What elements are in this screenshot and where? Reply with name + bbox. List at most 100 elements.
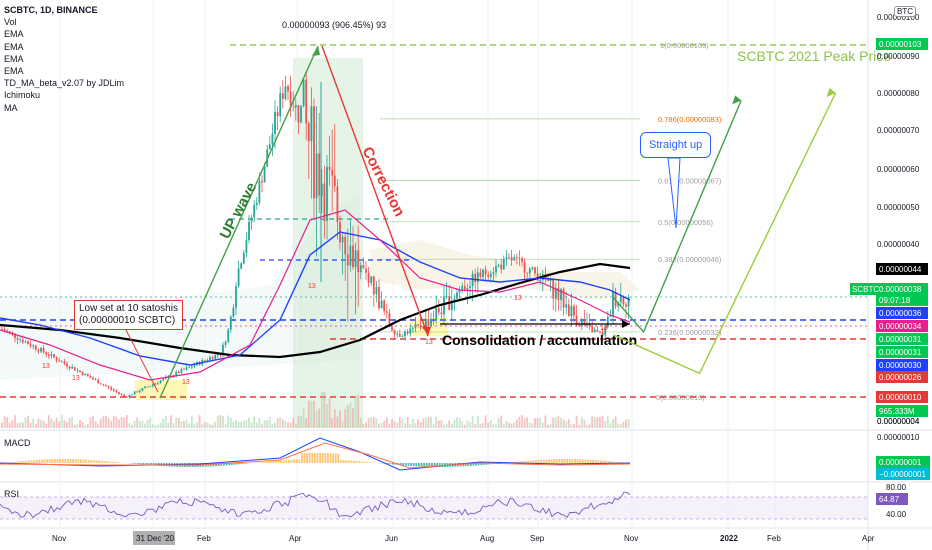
correction-label: Correction [358,144,408,219]
volume-bar [45,423,48,428]
macd-histogram-bar [537,459,540,463]
projection-arrowhead-dark [732,95,742,105]
legend-td-ma[interactable]: TD_MA_beta_v2.07 by JDLim [4,78,125,89]
macd-histogram-bar [225,463,228,466]
macd-histogram-bar [584,459,587,463]
macd-histogram-bar [566,459,568,463]
volume-bar [531,423,534,428]
volume-bar [198,415,201,428]
candle-body [404,331,406,337]
volume-bar [385,417,388,428]
candle-body [456,292,458,299]
volume-bar [240,421,243,428]
legend-ema-3[interactable]: EMA [4,53,24,64]
legend-ema-1[interactable]: EMA [4,29,24,40]
legend-ema-2[interactable]: EMA [4,41,24,52]
macd-histogram-bar [394,463,397,465]
price-badge [876,371,928,383]
volume-bar [245,419,248,428]
volume-bar [601,415,604,428]
candle-body [232,307,235,317]
volume-bar [560,417,562,428]
macd-histogram-bar [436,463,438,467]
volume-bar [401,419,404,428]
volume-bar [209,424,211,428]
macd-histogram-bar [215,463,217,467]
time-tick-label: Apr [289,534,302,543]
rsi-tick-label: 80.00 [886,483,907,492]
candle-body [261,180,263,183]
currency-badge[interactable]: BTC [894,6,916,17]
rsi-label[interactable]: RSI [4,489,20,499]
macd-histogram-bar [116,462,119,463]
candle-body [203,359,206,361]
candle-body [510,257,513,261]
macd-histogram-bar [347,460,350,463]
macd-histogram-bar [386,463,389,464]
candle-body [336,186,339,223]
legend-ichimoku[interactable]: Ichimoku [4,90,41,101]
volume-bar [570,424,573,428]
candle-body [240,263,243,269]
candle-body [19,339,22,341]
volume-bar [248,417,250,428]
macd-histogram-bar [444,463,446,467]
macd-histogram-bar [605,460,607,463]
candle-body [313,106,315,199]
volume-bar [443,424,445,428]
candle-body [380,300,383,309]
volume-bar [27,415,29,428]
macd-histogram-bar [306,453,308,463]
low-set-line-1: Low set at 10 satoshis [79,303,178,314]
macd-histogram-bar [267,461,269,463]
macd-histogram-bar [371,462,373,463]
symbol-tag [850,283,876,295]
candle-body [193,365,196,367]
candle-body [16,338,19,340]
macd-histogram-bar [28,460,30,463]
candle-body [115,390,118,393]
candle-body [268,144,271,150]
candle-body [497,264,500,266]
volume-bar [287,422,289,428]
candle-body [157,383,159,384]
macd-histogram-bar [314,453,316,463]
macd-histogram-bar [38,459,41,463]
volume-bar [131,424,133,428]
volume-bar [505,421,508,428]
macd-label[interactable]: MACD [4,438,31,448]
candle-body [60,361,63,363]
symbol-title[interactable]: SCBTC, 1D, BINANCE [4,5,98,15]
volume-bar [216,416,219,428]
legend-vol[interactable]: Vol [4,17,17,28]
volume-bar [599,417,601,428]
candle-body [326,166,328,222]
volume-bar [281,419,284,428]
volume-bar [380,422,383,428]
volume-bar [55,417,58,428]
macd-histogram-bar [142,463,145,465]
volume-bar [606,416,609,428]
legend-ma[interactable]: MA [4,102,18,113]
candle-body [185,367,188,370]
td-count-mark: 13 [72,375,80,382]
candle-body [175,371,178,376]
volume-bar [406,416,409,428]
candle-body [242,252,245,264]
legend-ema-4[interactable]: EMA [4,66,24,77]
volume-bar [180,421,183,428]
candle-body [627,297,630,307]
volume-bar [487,422,490,428]
volume-bar [136,417,139,428]
price-badge-text: 0.00000038 [879,285,922,294]
candle-body [120,393,123,395]
volume-bar [107,418,110,428]
macd-histogram-bar [59,459,61,463]
candle-body [287,86,289,92]
macd-histogram-bar [589,459,592,463]
macd-histogram-bar [35,459,38,463]
macd-histogram-bar [106,461,108,463]
candle-body [294,105,297,108]
macd-histogram-bar [345,460,347,463]
